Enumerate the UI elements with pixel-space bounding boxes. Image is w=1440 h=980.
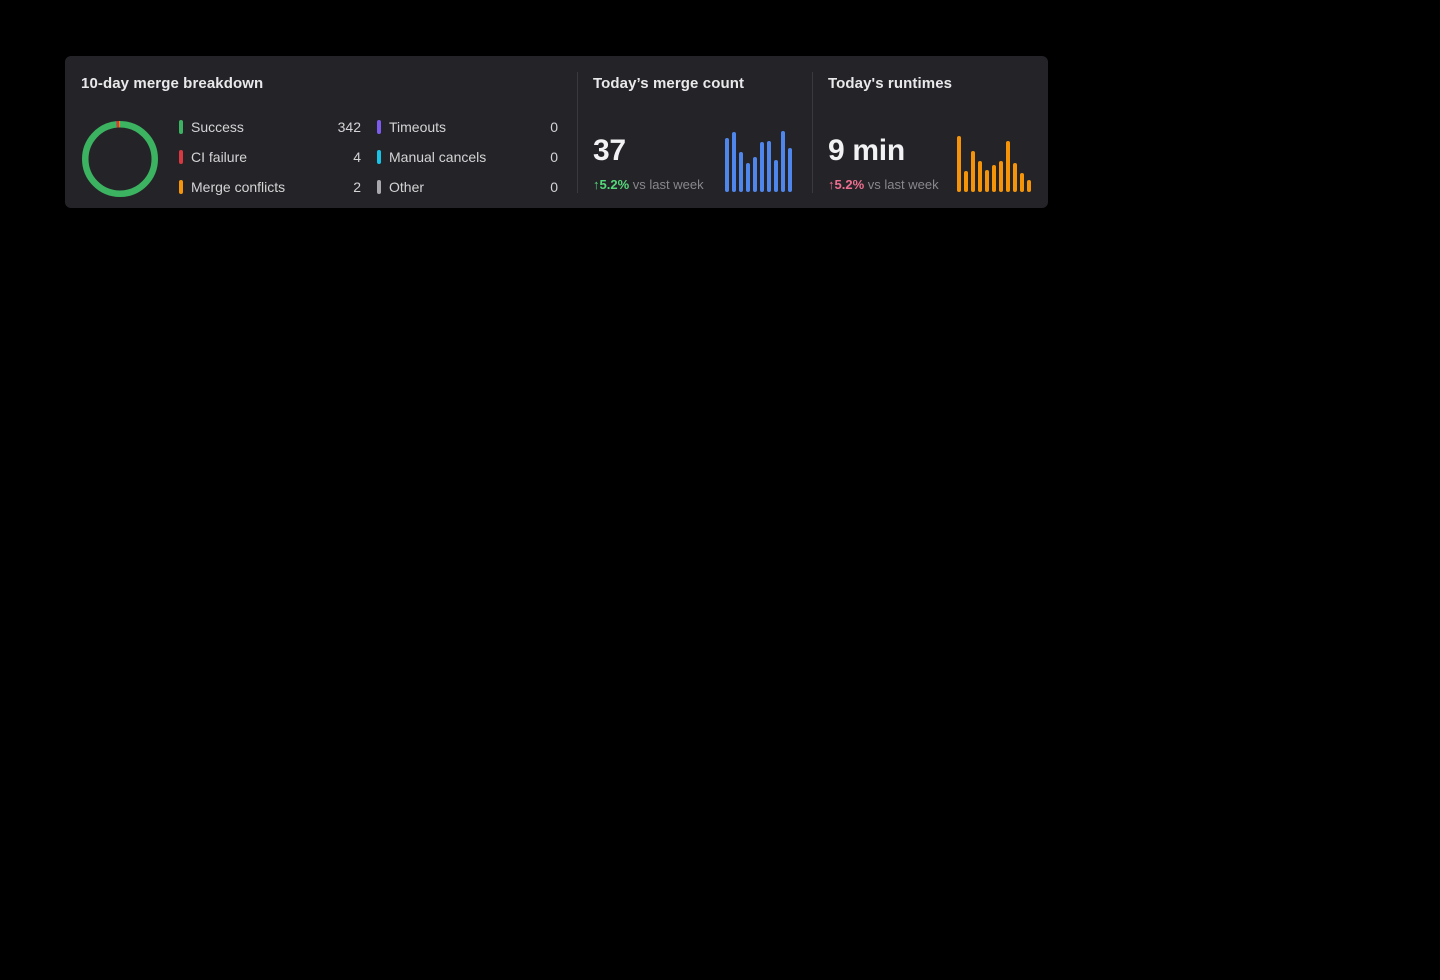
merge-breakdown-title: 10-day merge breakdown (81, 75, 264, 92)
sparkline-bar (971, 151, 975, 192)
legend-item-other: Other 0 (377, 179, 558, 195)
legend-label: Success (191, 119, 244, 135)
donut-segment-success (82, 121, 158, 197)
merge-count-value: 37 (593, 134, 626, 167)
legend-label: Timeouts (389, 119, 447, 135)
legend-swatch (377, 180, 381, 194)
legend-item-timeouts: Timeouts 0 (377, 119, 558, 135)
legend-swatch (377, 150, 381, 164)
section-runtimes: Today's runtimes 9 min ↑5.2% vs last wee… (812, 56, 1048, 208)
sparkline-bar (739, 152, 743, 192)
sparkline-bar (781, 131, 785, 192)
merge-dashboard-panel: 10-day merge breakdown Success 342 CI fail… (65, 56, 1048, 208)
sparkline-bar (957, 136, 961, 192)
merge-count-sparkline (725, 130, 792, 192)
legend-label: Other (389, 179, 425, 195)
merge-count-title: Today’s merge count (593, 75, 745, 92)
runtimes-delta-percent: ↑5.2% (828, 177, 865, 192)
sparkline-bar (760, 142, 764, 192)
section-merge-breakdown: 10-day merge breakdown Success 342 CI fail… (65, 56, 577, 208)
legend-item-ci-failure: CI failure 4 (179, 149, 361, 165)
legend-swatch (179, 150, 183, 164)
runtimes-delta-comparison: vs last week (867, 177, 939, 192)
section-divider (577, 72, 578, 193)
legend-value: 2 (353, 179, 361, 195)
sparkline-bar (725, 138, 729, 192)
sparkline-bar (788, 148, 792, 192)
merge-count-delta-percent: ↑5.2% (593, 177, 630, 192)
legend-swatch (179, 180, 183, 194)
merge-breakdown-content: Success 342 CI failure 4 Merge conflicts 2 Tim… (82, 116, 558, 202)
sparkline-bar (1013, 163, 1017, 192)
section-merge-count: Today’s merge count 37 ↑5.2% vs last wee… (577, 56, 812, 208)
legend-item-success: Success 342 (179, 119, 361, 135)
runtimes-title: Today's runtimes (828, 75, 953, 92)
sparkline-bar (999, 161, 1003, 192)
sparkline-bar (1027, 180, 1031, 192)
legend-label: CI failure (191, 149, 248, 165)
sparkline-bar (774, 160, 778, 192)
merge-count-delta-row: ↑5.2% vs last week (593, 177, 704, 192)
sparkline-bar (978, 161, 982, 192)
legend-item-merge-conflicts: Merge conflicts 2 (179, 179, 361, 195)
section-divider (812, 72, 813, 193)
runtimes-delta-row: ↑5.2% vs last week (828, 177, 939, 192)
merge-breakdown-donut-chart (82, 121, 158, 197)
sparkline-bar (1006, 141, 1010, 192)
sparkline-bar (753, 157, 757, 192)
legend-swatch (377, 120, 381, 134)
sparkline-bar (964, 171, 968, 192)
sparkline-bar (985, 170, 989, 192)
donut-segment-merge-conflicts (82, 121, 158, 197)
merge-count-delta-comparison: vs last week (632, 177, 704, 192)
legend-swatch (179, 120, 183, 134)
legend-value: 0 (550, 149, 558, 165)
legend-label: Merge conflicts (191, 179, 286, 195)
legend-label: Manual cancels (389, 149, 487, 165)
sparkline-bar (767, 141, 771, 192)
legend-item-manual-cancels: Manual cancels 0 (377, 149, 558, 165)
legend-value: 0 (550, 179, 558, 195)
merge-breakdown-legend: Success 342 CI failure 4 Merge conflicts 2 Tim… (179, 112, 558, 202)
sparkline-bar (732, 132, 736, 192)
legend-value: 342 (337, 119, 361, 135)
legend-value: 0 (550, 119, 558, 135)
sparkline-bar (746, 163, 750, 192)
sparkline-bar (1020, 173, 1024, 192)
legend-value: 4 (353, 149, 361, 165)
runtimes-sparkline (957, 130, 1031, 192)
sparkline-bar (992, 165, 996, 192)
runtimes-value: 9 min (828, 134, 905, 167)
